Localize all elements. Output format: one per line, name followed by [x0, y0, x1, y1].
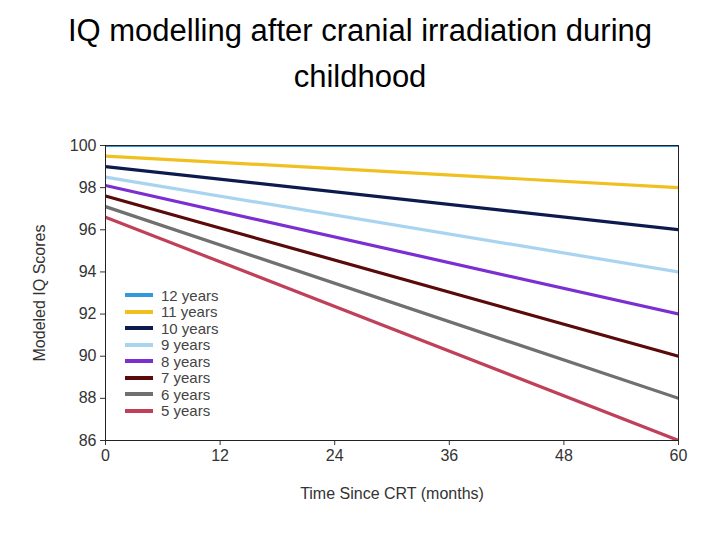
html-text:12 years: 12 years [161, 286, 219, 304]
html-text:11 years: 11 years [161, 303, 218, 321]
svg-text:94: 94 [79, 263, 97, 280]
html-text:5 years: 5 years [161, 402, 211, 420]
svg-text:12: 12 [211, 447, 229, 464]
svg-text:36: 36 [440, 447, 458, 464]
svg-text:96: 96 [79, 221, 97, 238]
svg-text:92: 92 [79, 305, 97, 322]
svg-text:0: 0 [101, 447, 110, 464]
svg-text:24: 24 [326, 447, 344, 464]
svg-text:86: 86 [79, 432, 97, 449]
svg-text:Time Since CRT (months): Time Since CRT (months) [300, 485, 484, 502]
html-text:8 years: 8 years [161, 352, 211, 370]
svg-text:88: 88 [79, 389, 97, 406]
svg-text:90: 90 [79, 347, 97, 364]
svg-text:100: 100 [70, 137, 97, 154]
html-text:7 years: 7 years [161, 369, 211, 387]
html-text:10 years: 10 years [161, 319, 219, 337]
html-text:IQ modelling after cranial irr: IQ modelling after cranial irradiation d… [67, 13, 653, 94]
svg-text:98: 98 [79, 179, 97, 196]
html-text:9 years: 9 years [161, 336, 211, 354]
html-text:6 years: 6 years [161, 385, 211, 403]
svg-text:60: 60 [670, 447, 688, 464]
svg-text:48: 48 [555, 447, 573, 464]
svg-text:Modeled IQ Scores: Modeled IQ Scores [31, 225, 48, 362]
